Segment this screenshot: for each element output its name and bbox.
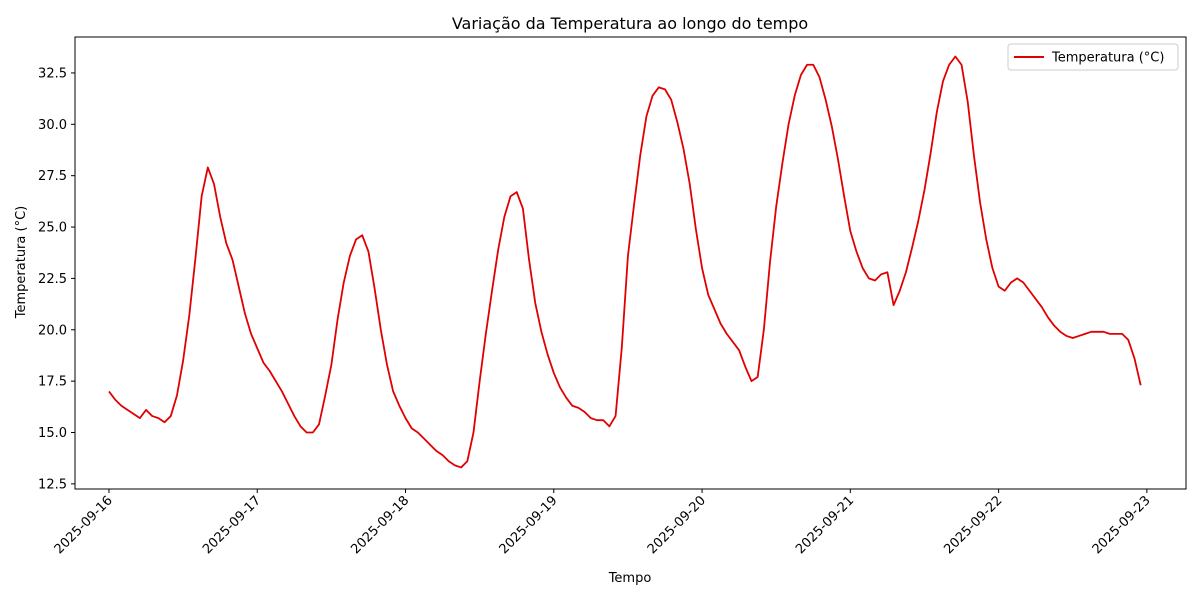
x-tick-label: 2025-09-16: [52, 493, 116, 557]
legend-box: [1007, 43, 1179, 71]
y-tick-label: 12.5: [38, 477, 67, 492]
x-tick-label: 2025-09-23: [1090, 493, 1154, 557]
x-tick-label: 2025-09-18: [348, 493, 412, 557]
legend-label: Temperatura (°C): [1051, 51, 1164, 66]
plot-area-frame: [74, 36, 1187, 490]
x-axis-ticks: 2025-09-16 2025-09-17 2025-09-18 2025-09-19…: [52, 489, 1154, 557]
x-axis-label: Tempo: [608, 571, 652, 586]
y-tick-label: 22.5: [38, 272, 67, 287]
y-tick-label: 27.5: [38, 169, 67, 184]
x-tick-label: 2025-09-21: [793, 493, 857, 557]
y-tick-label: 20.0: [38, 323, 67, 338]
y-tick-label: 17.5: [38, 375, 67, 390]
x-tick-label: 2025-09-22: [941, 493, 1005, 557]
y-axis-label: Temperatura (°C): [14, 206, 29, 319]
y-tick-label: 30.0: [38, 118, 67, 133]
temperature-series-line: [108, 55, 1142, 469]
x-tick-label: 2025-09-17: [200, 493, 264, 557]
x-tick-label: 2025-09-19: [497, 493, 561, 557]
y-tick-label: 32.5: [38, 66, 67, 81]
y-axis-ticks: 12.5 15.0 17.5 20.0 22.5 25.0 27.5 30.0 32.5: [38, 66, 75, 492]
chart-title: Variação da Temperatura ao longo do temp…: [452, 14, 808, 33]
y-tick-label: 25.0: [38, 221, 67, 236]
y-tick-label: 15.0: [38, 426, 67, 441]
x-tick-label: 2025-09-20: [645, 493, 709, 557]
legend: Temperatura (°C): [1007, 43, 1179, 71]
